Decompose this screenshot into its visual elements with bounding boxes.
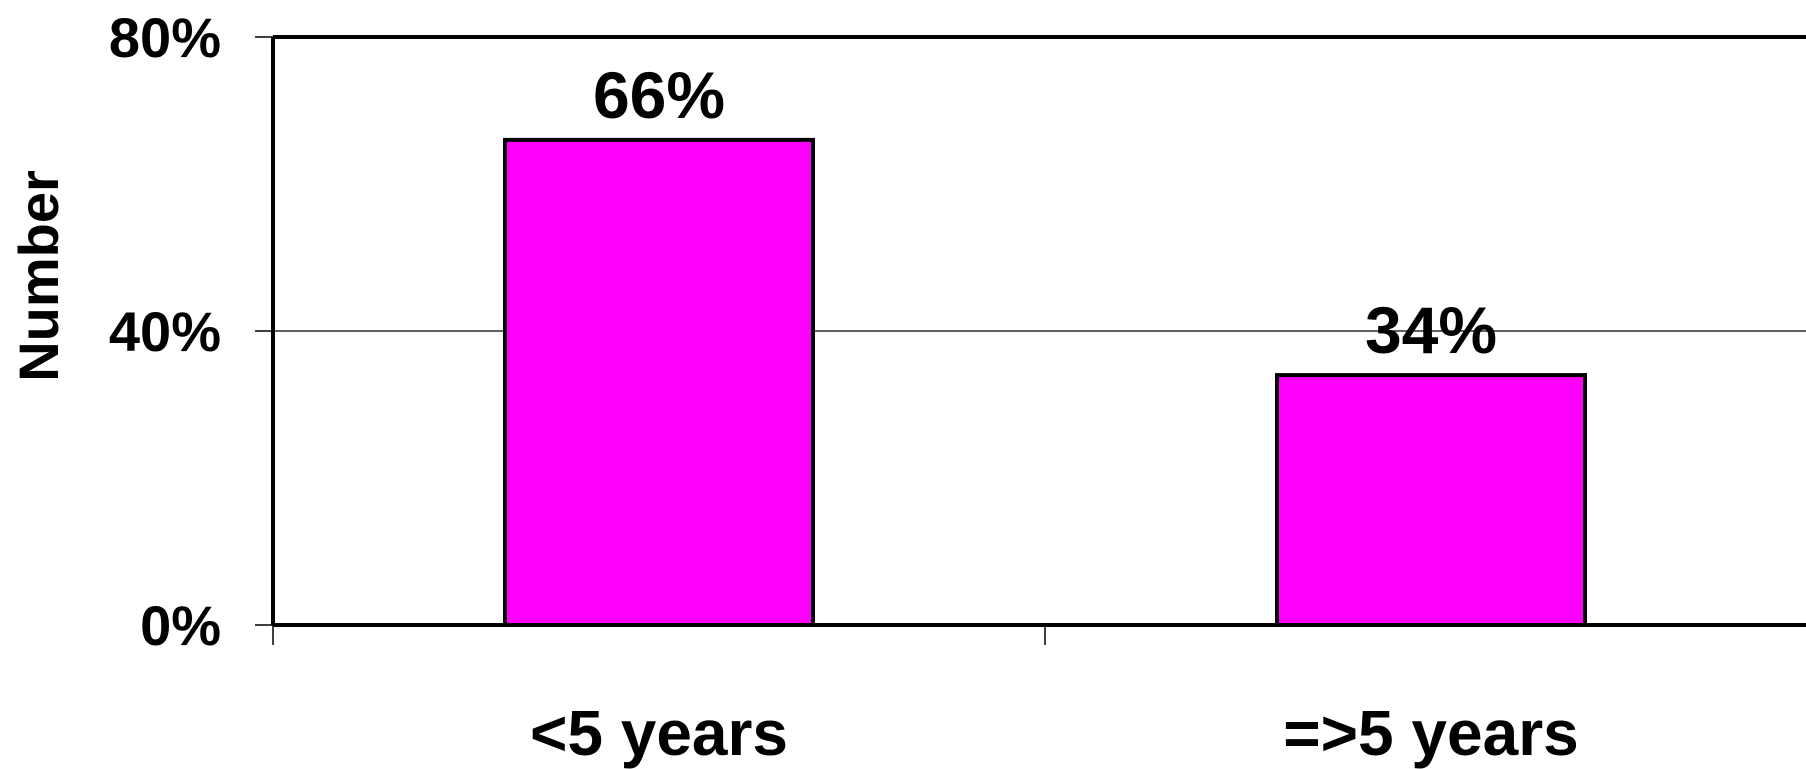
category-label-2: =>5 years: [1283, 697, 1578, 769]
y-tick-label-0: 0%: [140, 594, 221, 657]
bar-2: [1275, 373, 1587, 627]
y-axis-title: Number: [7, 170, 70, 382]
y-tick-label-80: 80%: [109, 6, 221, 69]
bars: [503, 137, 1587, 627]
data-label-2: 34%: [1365, 293, 1497, 367]
axes: [255, 35, 1806, 645]
y-tick-label-40: 40%: [109, 300, 221, 363]
labels: 66% <5 years 34% =>5 years 0% 40% 80%: [109, 6, 1579, 769]
category-label-1: <5 years: [530, 697, 788, 769]
data-label-1: 66%: [593, 58, 725, 132]
bar-1: [503, 137, 815, 627]
